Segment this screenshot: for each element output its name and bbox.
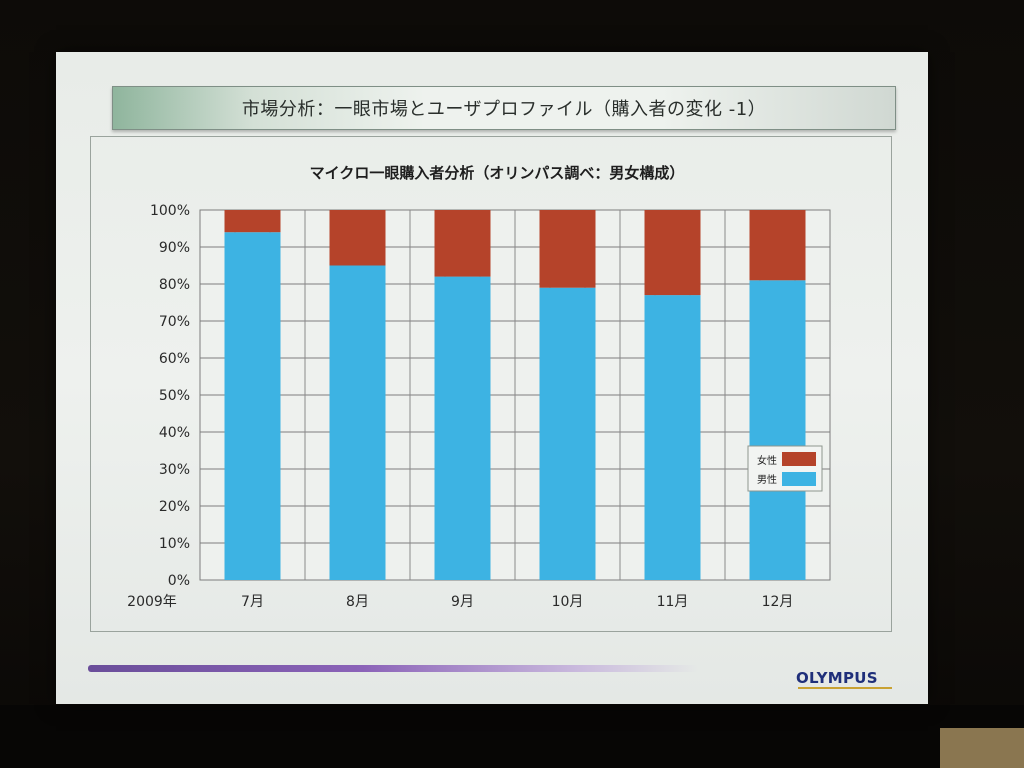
room-floor xyxy=(0,705,1024,768)
bar-segment-female xyxy=(539,210,596,288)
legend-label-male: 男性 xyxy=(757,473,777,486)
legend-label-female: 女性 xyxy=(757,454,777,467)
bar-segment-male xyxy=(434,276,491,580)
logo-underline xyxy=(798,687,892,689)
x-tick-label: 10月 xyxy=(552,594,584,610)
bar-segment-female xyxy=(434,210,491,277)
bar-segment-male xyxy=(749,280,806,580)
y-tick-label: 40% xyxy=(159,425,190,441)
legend-swatch-male xyxy=(782,472,816,486)
y-tick-label: 70% xyxy=(159,314,190,330)
y-tick-label: 20% xyxy=(159,499,190,515)
bar-segment-female xyxy=(644,210,701,296)
y-tick-label: 90% xyxy=(159,240,190,256)
x-tick-label: 8月 xyxy=(346,594,369,610)
bar-segment-female xyxy=(224,210,281,233)
y-tick-label: 60% xyxy=(159,351,190,367)
bar-segment-female xyxy=(329,210,386,266)
slide-title: 市場分析：一眼市場とユーザプロファイル（購入者の変化 -1） xyxy=(241,99,767,120)
chart-title: マイクロ一眼購入者分析（オリンパス調べ：男女構成） xyxy=(310,164,685,182)
footer-accent-line xyxy=(88,665,698,672)
x-tick-label: 12月 xyxy=(762,594,794,610)
y-tick-label: 80% xyxy=(159,277,190,293)
bar-segment-male xyxy=(329,265,386,580)
y-tick-label: 10% xyxy=(159,536,190,552)
chart-legend: 女性 男性 xyxy=(747,445,823,492)
y-tick-label: 30% xyxy=(159,462,190,478)
legend-swatch-female xyxy=(782,452,816,466)
chart-grid xyxy=(199,209,831,581)
corner-light xyxy=(940,728,1024,768)
x-tick-label: 7月 xyxy=(241,594,264,610)
y-tick-label: 0% xyxy=(168,573,190,589)
chart-frame xyxy=(90,136,892,632)
bar-segment-male xyxy=(539,287,596,580)
bar-segment-male xyxy=(224,232,281,580)
chart-axis-labels: 0% 10% 20% 30% 40% 50% 60% 70% 80% 90% 100% 7月 8月 9月 1… xyxy=(150,203,793,610)
x-tick-label: 11月 xyxy=(657,594,689,610)
bar-segment-female xyxy=(749,210,806,281)
slide-title-bar: 市場分析：一眼市場とユーザプロファイル（購入者の変化 -1） xyxy=(112,86,896,130)
y-tick-label: 100% xyxy=(150,203,190,219)
x-axis-year-label: 2009年 xyxy=(127,594,177,610)
x-tick-label: 9月 xyxy=(451,594,474,610)
chart-bars xyxy=(224,210,806,580)
y-tick-label: 50% xyxy=(159,388,190,404)
company-logo: OLYMPUS xyxy=(796,669,878,687)
bar-segment-male xyxy=(644,295,701,580)
